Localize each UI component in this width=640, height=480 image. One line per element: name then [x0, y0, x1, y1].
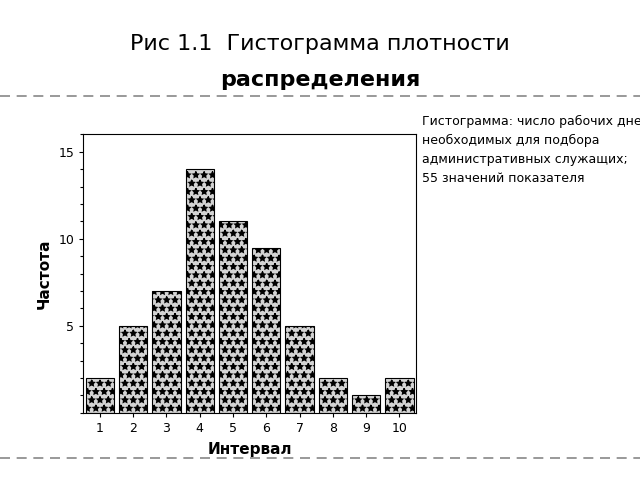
Text: Гистограмма: число рабочих дней,
необходимых для подбора
административных служащ: Гистограмма: число рабочих дней, необход…	[422, 115, 640, 185]
Bar	[252, 248, 280, 413]
Text: Рис 1.1  Гистограмма плотности: Рис 1.1 Гистограмма плотности	[130, 34, 510, 54]
Bar	[152, 291, 180, 413]
Bar	[86, 378, 114, 413]
Y-axis label: Частота: Частота	[36, 239, 51, 309]
Bar	[385, 378, 413, 413]
Bar	[186, 169, 214, 413]
Bar	[352, 396, 380, 413]
Text: распределения: распределения	[220, 70, 420, 90]
Bar	[219, 221, 247, 413]
Bar	[319, 378, 347, 413]
Bar	[119, 326, 147, 413]
Bar	[285, 326, 314, 413]
X-axis label: Интервал: Интервал	[207, 442, 292, 457]
